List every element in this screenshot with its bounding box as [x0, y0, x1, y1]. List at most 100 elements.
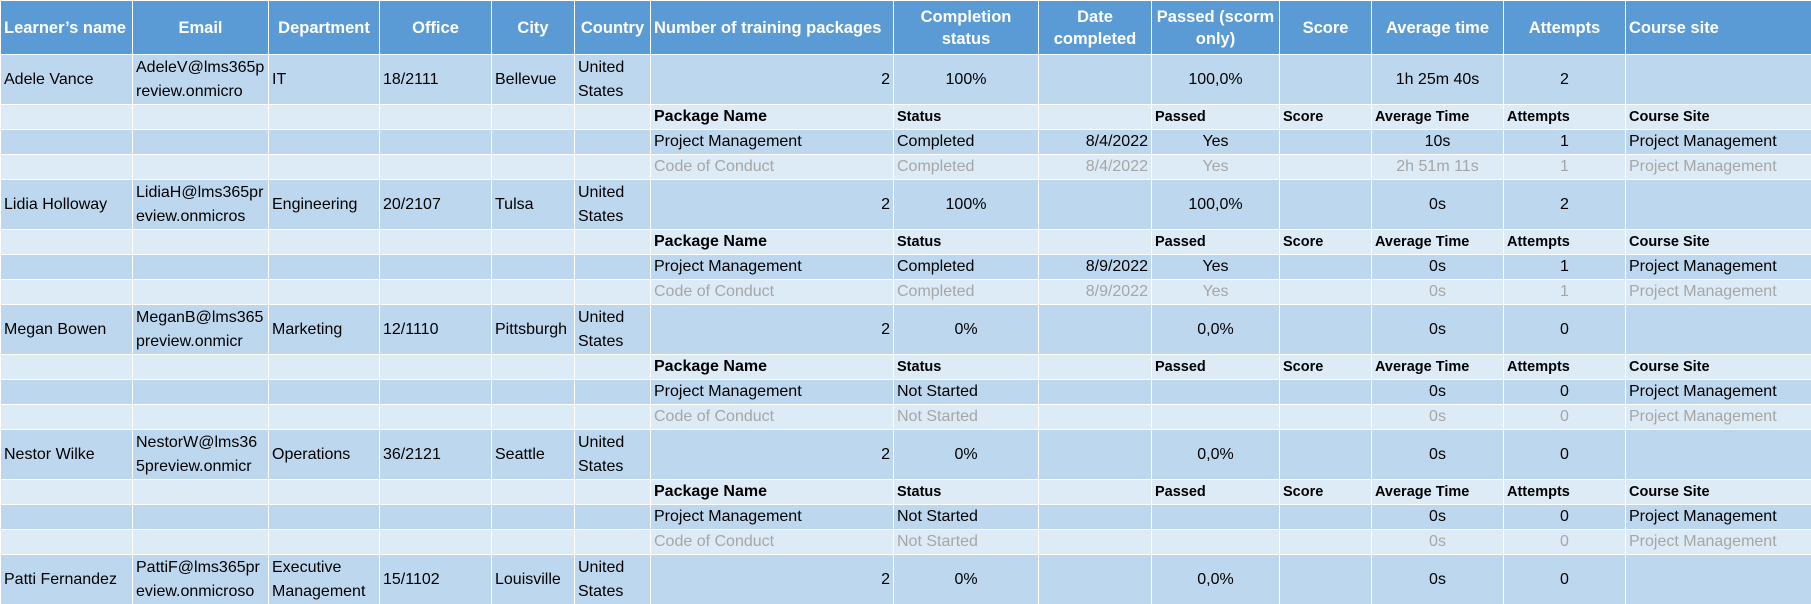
empty-cell [268, 229, 380, 255]
table-body: Adele Vance AdeleV@lms365preview.onmicro I… [0, 54, 1811, 604]
package-cell: 1 [1503, 279, 1626, 305]
learner-cell: 0 [1503, 429, 1626, 480]
package-row: Code of Conduct Completed 8/4/2022 Yes 2h 51… [0, 154, 1811, 180]
learner-cell: 0% [893, 304, 1039, 355]
empty-cell [132, 529, 269, 555]
empty-cell [268, 354, 380, 380]
empty-cell [379, 379, 492, 405]
learner-cell: 0 [1503, 554, 1626, 604]
empty-cell [132, 479, 269, 505]
cell-text: 0,0% [1197, 320, 1234, 338]
empty-cell [132, 354, 269, 380]
package-cell [1279, 379, 1372, 405]
package-header-cell: Average Time [1371, 479, 1504, 505]
empty-cell [132, 104, 269, 130]
empty-cell [574, 354, 651, 380]
package-header-cell: Package Name [650, 104, 894, 130]
package-header-cell: Status [893, 479, 1039, 505]
cell-text: 12/1110 [383, 320, 439, 338]
empty-cell [491, 154, 575, 180]
cell-text: United States [578, 433, 625, 475]
cell-text: 0 [1560, 445, 1569, 463]
learner-cell: Executive Management [268, 554, 380, 604]
empty-cell [268, 479, 380, 505]
cell-text: 100% [945, 70, 987, 88]
cell-text: 2 [881, 195, 890, 213]
package-cell: Project Management [650, 504, 894, 530]
empty-cell [268, 404, 380, 430]
package-header-row: Package Name Status Passed Score Average Tim… [0, 354, 1811, 380]
empty-cell [0, 529, 133, 555]
learner-cell: 12/1110 [379, 304, 492, 355]
cell-text: 0% [954, 320, 978, 338]
package-cell: Not Started [893, 529, 1039, 555]
learner-cell [1625, 179, 1811, 230]
learner-cell [1625, 304, 1811, 355]
package-cell: Project Management [1625, 279, 1811, 305]
empty-cell [0, 254, 133, 280]
learner-cell [1038, 554, 1152, 604]
learner-cell: 100% [893, 54, 1039, 105]
cell-text: MeganB@lms365preview.onmicr [136, 308, 264, 350]
learner-cell: United States [574, 179, 651, 230]
package-cell: Completed [893, 254, 1039, 280]
empty-cell [132, 229, 269, 255]
package-header-cell: Average Time [1371, 229, 1504, 255]
package-cell: Project Management [1625, 129, 1811, 155]
empty-cell [491, 529, 575, 555]
package-row: Code of Conduct Completed 8/9/2022 Yes 0s 1 Pr… [0, 279, 1811, 305]
cell-text: NestorW@lms365preview.onmicr [136, 433, 258, 475]
column-header: Score [1279, 0, 1372, 55]
empty-cell [268, 254, 380, 280]
empty-cell [574, 379, 651, 405]
empty-cell [574, 229, 651, 255]
package-cell [1151, 404, 1280, 430]
package-cell: 0 [1503, 504, 1626, 530]
package-cell: 0 [1503, 529, 1626, 555]
cell-text: 36/2121 [383, 445, 441, 463]
header-row: Learner’s name Email Department Office City C… [0, 0, 1811, 55]
learner-cell [1038, 304, 1152, 355]
cell-text: Engineering [272, 195, 358, 213]
package-cell: Project Management [1625, 504, 1811, 530]
column-header: Attempts [1503, 0, 1626, 55]
package-cell: Completed [893, 129, 1039, 155]
package-cell: Project Management [650, 129, 894, 155]
learner-cell: MeganB@lms365preview.onmicr [132, 304, 269, 355]
column-header: Date completed [1038, 0, 1152, 55]
learner-cell: Lidia Holloway [0, 179, 133, 230]
package-cell: 1 [1503, 154, 1626, 180]
learner-cell: Adele Vance [0, 54, 133, 105]
package-cell: Project Management [650, 379, 894, 405]
package-cell [1038, 529, 1152, 555]
package-row: Code of Conduct Not Started 0s 0 Project Man… [0, 529, 1811, 555]
cell-text: 0s [1429, 570, 1446, 588]
cell-text: 0 [1560, 570, 1569, 588]
learner-cell: United States [574, 554, 651, 604]
package-cell: Project Management [650, 254, 894, 280]
package-cell: Not Started [893, 504, 1039, 530]
column-header: Learner’s name [0, 0, 133, 55]
cell-text: Executive Management [272, 558, 366, 600]
empty-cell [574, 479, 651, 505]
learner-cell: 0s [1371, 304, 1504, 355]
empty-cell [574, 129, 651, 155]
empty-cell [491, 379, 575, 405]
empty-cell [379, 279, 492, 305]
package-cell: Project Management [1625, 529, 1811, 555]
column-header: Department [268, 0, 380, 55]
cell-text: Pittsburgh [495, 320, 568, 338]
learner-cell: 0,0% [1151, 304, 1280, 355]
learner-cell [1038, 179, 1152, 230]
package-header-cell: Score [1279, 354, 1372, 380]
column-header: Number of training packages [650, 0, 894, 55]
package-cell: Code of Conduct [650, 404, 894, 430]
package-cell [1279, 404, 1372, 430]
learner-cell: LidiaH@lms365preview.onmicros [132, 179, 269, 230]
learner-cell: United States [574, 54, 651, 105]
empty-cell [379, 504, 492, 530]
package-cell: 0s [1371, 254, 1504, 280]
package-header-cell: Passed [1151, 354, 1280, 380]
learner-cell: Nestor Wilke [0, 429, 133, 480]
package-cell: Code of Conduct [650, 279, 894, 305]
